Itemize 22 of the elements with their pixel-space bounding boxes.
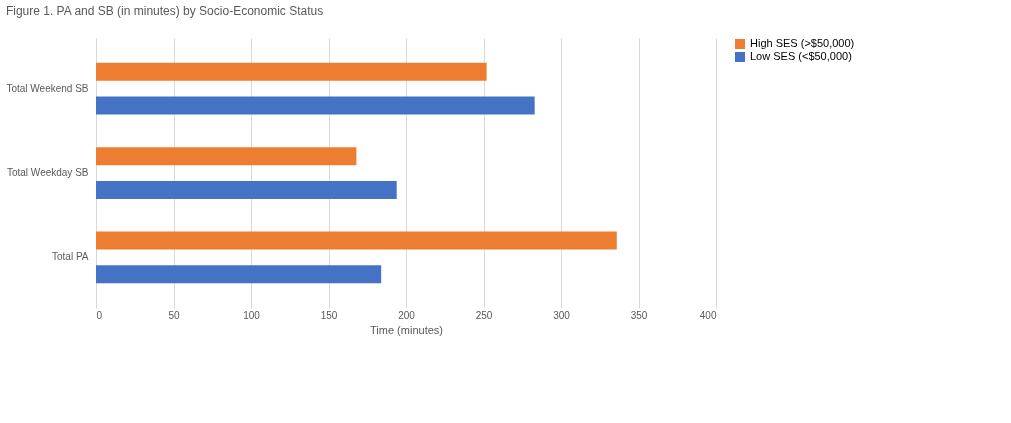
x-tick-label: 350 — [630, 309, 648, 321]
y-tick-label: Total Weekend SB — [6, 82, 89, 94]
x-tick-label: 250 — [475, 309, 493, 321]
bar — [96, 180, 397, 199]
y-tick-label: Total Weekday SB — [6, 167, 89, 178]
x-axis-title: Time (minutes) — [370, 323, 443, 336]
x-tick-label: 100 — [243, 309, 261, 321]
chart-title: Figure 1. PA and SB (in minutes) by Socio-Economic Status — [5, 4, 324, 18]
bar — [96, 96, 535, 115]
x-tick-label: 400 — [699, 309, 717, 321]
legend-label: Low SES (<$50,000) — [750, 50, 852, 62]
y-tick-label: Total PA — [52, 251, 89, 263]
bar — [96, 62, 487, 81]
x-tick-label: 0 — [96, 309, 103, 321]
bar — [96, 147, 357, 166]
bar — [96, 265, 382, 284]
x-tick-label: 150 — [320, 309, 338, 321]
legend-label: High SES (>$50,000) — [750, 37, 855, 49]
x-tick-label: 200 — [398, 309, 416, 321]
x-tick-label: 50 — [168, 309, 180, 321]
x-tick-label: 300 — [553, 309, 571, 321]
bar — [96, 231, 617, 250]
